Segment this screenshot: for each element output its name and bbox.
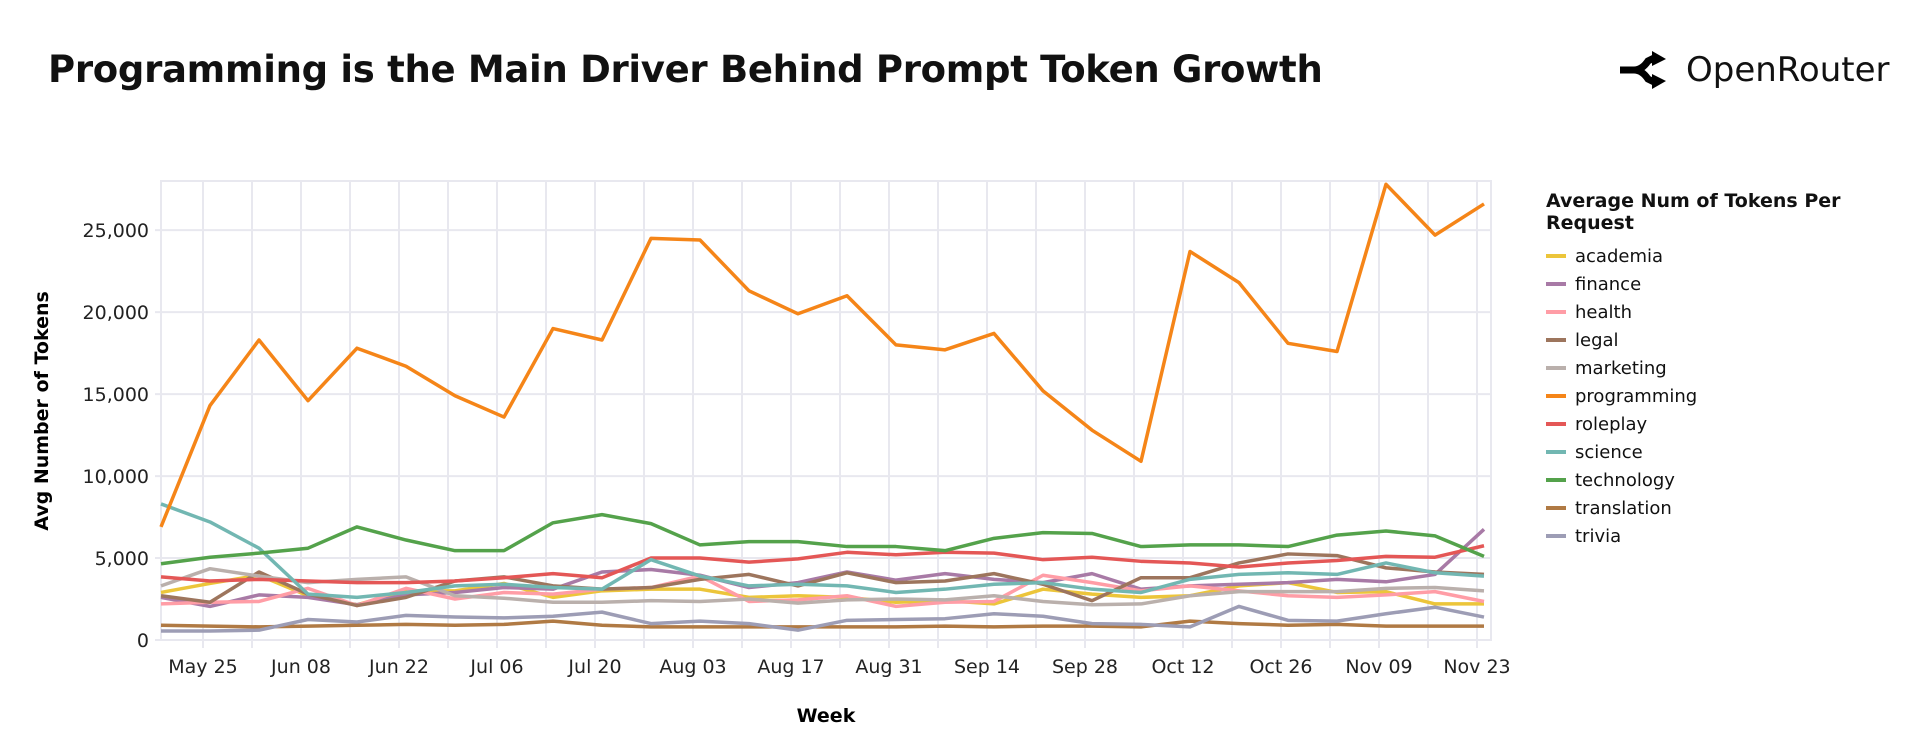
legend-label: trivia <box>1575 525 1622 547</box>
y-axis-label: Avg Number of Tokens <box>31 291 53 531</box>
legend-swatch <box>1546 506 1566 510</box>
y-tick-label: 5,000 <box>95 548 149 570</box>
logo-text: OpenRouter <box>1686 50 1890 90</box>
x-tick-label: Oct 12 <box>1151 656 1214 678</box>
legend-label: roleplay <box>1575 413 1648 435</box>
legend-label: science <box>1575 441 1643 463</box>
y-tick-label: 10,000 <box>83 466 149 488</box>
legend-swatch <box>1546 450 1566 454</box>
openrouter-logo: OpenRouter <box>1618 50 1890 90</box>
series-line-legal <box>160 552 1485 608</box>
legend-swatch <box>1546 282 1566 286</box>
legend-swatch <box>1546 534 1566 538</box>
y-tick-label: 0 <box>137 630 149 652</box>
legend-label: academia <box>1575 245 1664 267</box>
x-tick-label: Aug 17 <box>757 656 824 678</box>
x-tick-label: Oct 26 <box>1249 656 1312 678</box>
legend-label: finance <box>1575 273 1642 295</box>
x-tick-label: Jun 22 <box>368 656 429 678</box>
legend-item-legal[interactable]: legal <box>1546 326 1928 354</box>
legend-item-trivia[interactable]: trivia <box>1546 522 1928 550</box>
x-tick-label: Jun 08 <box>270 656 331 678</box>
legend-item-academia[interactable]: academia <box>1546 242 1928 270</box>
chart-title: Programming is the Main Driver Behind Pr… <box>48 48 1323 91</box>
legend-swatch <box>1546 254 1566 258</box>
x-tick-label: Jul 06 <box>469 656 523 678</box>
legend-swatch <box>1546 478 1566 482</box>
legend-item-science[interactable]: science <box>1546 438 1928 466</box>
legend-swatch <box>1546 366 1566 370</box>
legend-item-programming[interactable]: programming <box>1546 382 1928 410</box>
legend-swatch <box>1546 338 1566 342</box>
legend-item-health[interactable]: health <box>1546 298 1928 326</box>
x-tick-label: Sep 28 <box>1052 656 1118 678</box>
x-tick-label: Aug 31 <box>855 656 922 678</box>
legend-item-roleplay[interactable]: roleplay <box>1546 410 1928 438</box>
legend-item-technology[interactable]: technology <box>1546 466 1928 494</box>
grid <box>155 180 1492 648</box>
legend-label: legal <box>1575 329 1619 351</box>
legend-item-translation[interactable]: translation <box>1546 494 1928 522</box>
x-tick-label: Jul 20 <box>567 656 621 678</box>
series-lines <box>159 182 1486 633</box>
series-line-trivia <box>161 604 1485 633</box>
legend-item-marketing[interactable]: marketing <box>1546 354 1928 382</box>
series-line-roleplay <box>160 544 1485 585</box>
x-axis-label: Week <box>797 705 856 727</box>
x-tick-label: May 25 <box>168 656 238 678</box>
series-line-programming <box>159 182 1485 528</box>
y-tick-label: 15,000 <box>83 384 149 406</box>
legend-label: health <box>1575 301 1632 323</box>
legend-title: Average Num of Tokens Per Request <box>1546 190 1841 234</box>
plot-frame <box>160 180 1492 641</box>
legend-label: programming <box>1575 385 1698 407</box>
x-tick-label: Nov 09 <box>1345 656 1412 678</box>
axes: 0 5,000 10,000 15,000 20,000 25,000 May 25 Jun … <box>83 220 1511 678</box>
x-tick-label: Aug 03 <box>659 656 726 678</box>
legend-swatch <box>1546 310 1566 314</box>
x-tick-label: Sep 14 <box>954 656 1020 678</box>
legend-label: marketing <box>1575 357 1667 379</box>
legend-swatch <box>1546 422 1566 426</box>
legend-swatch <box>1546 394 1566 398</box>
series-line-technology <box>160 512 1485 566</box>
series-line-science <box>160 502 1485 600</box>
legend: Average Num of Tokens Per Request academ… <box>1546 190 1928 550</box>
y-tick-label: 20,000 <box>83 302 149 324</box>
series-line-marketing <box>160 566 1485 607</box>
legend-item-finance[interactable]: finance <box>1546 270 1928 298</box>
x-tick-label: Nov 23 <box>1443 656 1510 678</box>
y-tick-label: 25,000 <box>83 220 149 242</box>
openrouter-logo-icon <box>1620 51 1666 89</box>
legend-label: technology <box>1575 469 1675 491</box>
legend-label: translation <box>1575 497 1672 519</box>
